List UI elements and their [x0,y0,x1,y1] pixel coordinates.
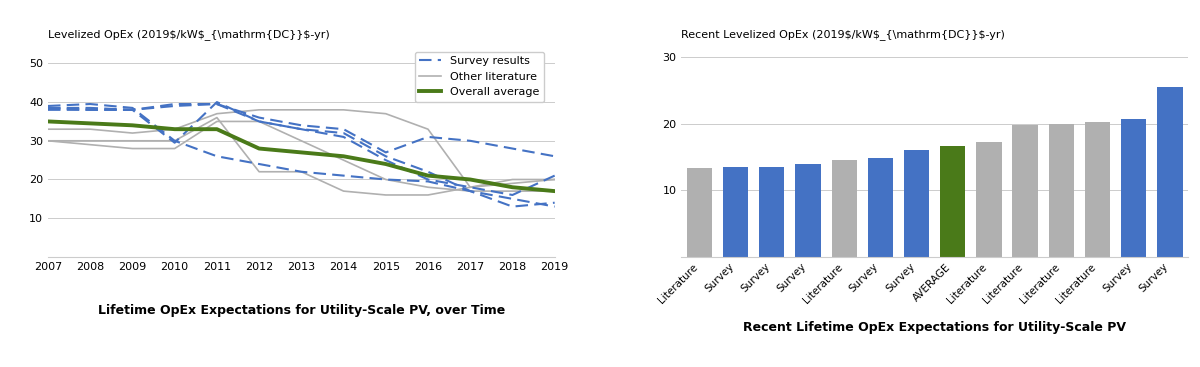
Bar [760,167,785,257]
Bar [1121,119,1146,257]
Bar [1049,124,1074,257]
Legend: Survey results, Other literature, Overall average: Survey results, Other literature, Overal… [415,52,544,102]
Bar [868,159,893,257]
Bar [686,168,712,257]
Bar [940,146,966,257]
Bar [1013,124,1038,257]
Bar [722,167,749,257]
Text: Levelized OpEx (2019$/kW$_{\mathrm{DC}}$-yr): Levelized OpEx (2019$/kW$_{\mathrm{DC}}$… [48,29,330,40]
Text: Lifetime OpEx Expectations for Utility-Scale PV, over Time: Lifetime OpEx Expectations for Utility-S… [97,304,505,317]
Text: Recent Lifetime OpEx Expectations for Utility-Scale PV: Recent Lifetime OpEx Expectations for Ut… [743,321,1126,334]
Bar [832,160,857,257]
Text: Recent Levelized OpEx (2019$/kW$_{\mathrm{DC}}$-yr): Recent Levelized OpEx (2019$/kW$_{\mathr… [682,29,1006,40]
Bar [1085,122,1110,257]
Bar [904,150,929,257]
Bar [977,142,1002,257]
Bar [1157,87,1182,257]
Bar [796,164,821,257]
